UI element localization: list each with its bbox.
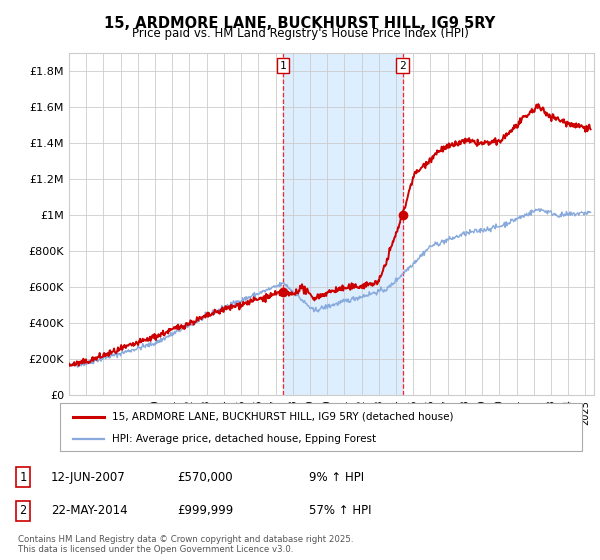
Text: Price paid vs. HM Land Registry's House Price Index (HPI): Price paid vs. HM Land Registry's House … bbox=[131, 27, 469, 40]
Text: 15, ARDMORE LANE, BUCKHURST HILL, IG9 5RY: 15, ARDMORE LANE, BUCKHURST HILL, IG9 5R… bbox=[104, 16, 496, 31]
Text: 15, ARDMORE LANE, BUCKHURST HILL, IG9 5RY (detached house): 15, ARDMORE LANE, BUCKHURST HILL, IG9 5R… bbox=[112, 412, 454, 422]
Text: Contains HM Land Registry data © Crown copyright and database right 2025.
This d: Contains HM Land Registry data © Crown c… bbox=[18, 535, 353, 554]
Text: 2: 2 bbox=[19, 504, 26, 517]
Bar bbox=[283, 53, 403, 395]
Text: 22-MAY-2014: 22-MAY-2014 bbox=[51, 504, 128, 517]
Text: 9% ↑ HPI: 9% ↑ HPI bbox=[309, 470, 364, 484]
Text: 12-JUN-2007: 12-JUN-2007 bbox=[51, 470, 126, 484]
Text: 2: 2 bbox=[399, 60, 406, 71]
Text: 57% ↑ HPI: 57% ↑ HPI bbox=[309, 504, 371, 517]
Text: 1: 1 bbox=[19, 470, 26, 484]
Text: HPI: Average price, detached house, Epping Forest: HPI: Average price, detached house, Eppi… bbox=[112, 434, 376, 444]
Text: 1: 1 bbox=[280, 60, 287, 71]
Text: £570,000: £570,000 bbox=[177, 470, 233, 484]
Text: £999,999: £999,999 bbox=[177, 504, 233, 517]
